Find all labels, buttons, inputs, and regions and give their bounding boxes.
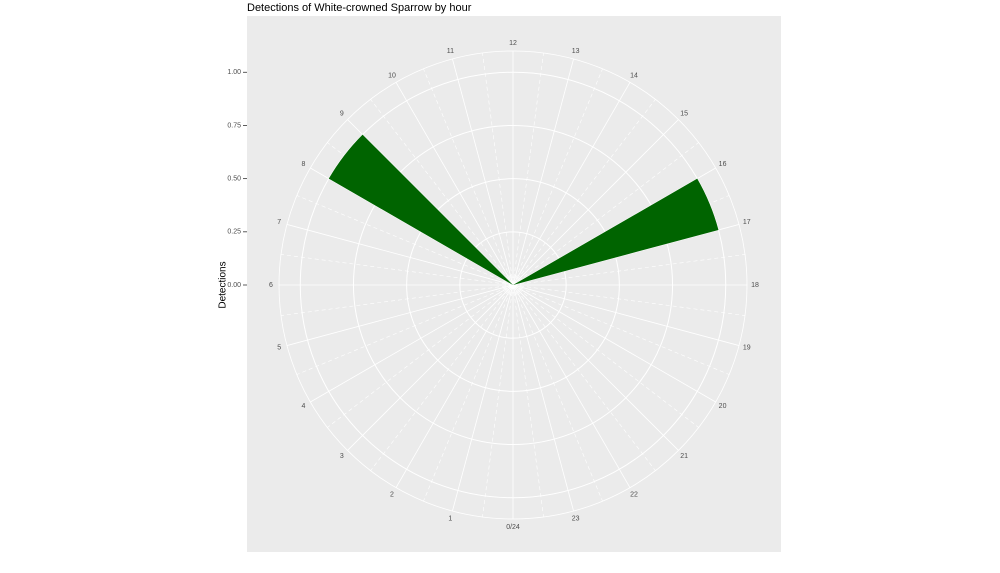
minor-spoke: [512, 284, 699, 428]
grid-spoke: [512, 82, 631, 286]
grid-spoke: [395, 82, 514, 286]
x-tick-label: 17: [743, 219, 751, 226]
x-tick-label: 9: [340, 111, 344, 118]
y-tick-label: 0.50: [227, 175, 241, 182]
minor-spoke: [280, 254, 514, 286]
grid-spoke: [286, 224, 514, 286]
grid-spoke: [512, 58, 574, 286]
grid-spoke: [512, 284, 716, 403]
x-tick-label: 7: [277, 219, 281, 226]
x-tick-label: 12: [509, 40, 517, 47]
bar: [328, 134, 513, 285]
minor-spoke: [423, 68, 514, 286]
minor-spoke: [512, 52, 544, 286]
x-tick-label: 11: [447, 48, 454, 55]
x-tick-label: 0/24: [506, 524, 520, 531]
y-tick-label: 0.25: [227, 229, 241, 236]
x-tick-label: 19: [743, 344, 751, 351]
x-tick-label: 18: [751, 282, 759, 289]
outer-circle: [278, 50, 748, 520]
x-tick-label: 13: [572, 48, 580, 55]
grid-spoke: [512, 284, 631, 488]
grid-spoke: [452, 284, 514, 512]
x-tick-label: 10: [388, 72, 396, 79]
minor-spoke: [512, 68, 603, 286]
x-tick-label: 22: [630, 491, 638, 498]
x-tick-label: 1: [448, 516, 452, 523]
grid-circle: [299, 71, 727, 499]
minor-spoke: [512, 284, 603, 502]
minor-spoke: [370, 284, 514, 471]
x-tick-label: 4: [301, 403, 305, 410]
grid-spoke: [395, 284, 514, 488]
x-tick-label: 6: [269, 282, 273, 289]
minor-spoke: [512, 284, 544, 518]
minor-spoke: [482, 52, 514, 286]
bar: [513, 178, 719, 285]
grid-spoke: [512, 119, 679, 286]
minor-spoke: [512, 142, 699, 286]
y-tick-label: 0.00: [227, 282, 241, 289]
x-tick-label: 2: [390, 491, 394, 498]
x-tick-label: 8: [301, 161, 305, 168]
x-tick-label: 15: [680, 111, 688, 118]
minor-spoke: [512, 99, 656, 286]
x-tick-label: 16: [719, 161, 727, 168]
grid-spoke: [310, 284, 514, 403]
grid-spoke: [512, 284, 574, 512]
grid-spoke: [286, 284, 514, 346]
y-tick-label: 1.00: [227, 69, 241, 76]
x-tick-label: 21: [680, 453, 688, 460]
grid-circle: [459, 231, 567, 339]
minor-spoke: [327, 284, 514, 428]
y-axis-title: Detections: [218, 261, 229, 308]
x-tick-label: 23: [572, 516, 580, 523]
grid-circle: [352, 124, 674, 446]
x-tick-label: 5: [277, 344, 281, 351]
minor-spoke: [370, 99, 514, 286]
minor-spoke: [423, 284, 514, 502]
minor-spoke: [482, 284, 514, 518]
grid-spoke: [512, 284, 740, 346]
grid-spoke: [512, 284, 679, 451]
grid-circle: [406, 178, 620, 392]
x-tick-label: 3: [340, 453, 344, 460]
chart-title: Detections of White-crowned Sparrow by h…: [247, 2, 472, 14]
minor-spoke: [280, 284, 514, 316]
minor-spoke: [296, 284, 514, 375]
minor-spoke: [512, 284, 730, 375]
grid-spoke: [452, 58, 514, 286]
x-tick-label: 14: [630, 72, 638, 79]
minor-spoke: [296, 195, 514, 286]
y-tick-label: 0.75: [227, 122, 241, 129]
x-tick-label: 20: [719, 403, 727, 410]
grid-spoke: [347, 284, 514, 451]
